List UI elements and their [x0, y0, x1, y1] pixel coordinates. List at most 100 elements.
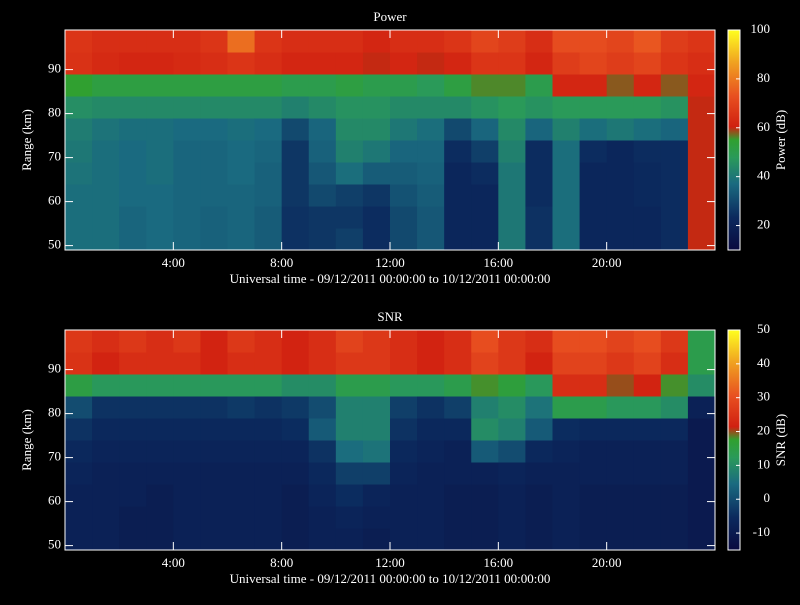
- heatmap-cell: [417, 184, 445, 207]
- heatmap-cell: [661, 374, 689, 397]
- heatmap-cell: [688, 506, 716, 529]
- heatmap-cell: [607, 462, 635, 485]
- heatmap-cell: [444, 528, 472, 551]
- heatmap-cell: [336, 162, 364, 185]
- heatmap-cell: [444, 352, 472, 375]
- heatmap-cell: [173, 418, 201, 441]
- heatmap-cell: [65, 528, 93, 551]
- heatmap-cell: [200, 162, 228, 185]
- heatmap-cell: [390, 506, 418, 529]
- heatmap-cell: [417, 440, 445, 463]
- heatmap-cell: [471, 162, 499, 185]
- heatmap-cell: [200, 418, 228, 441]
- heatmap-cell: [282, 74, 310, 97]
- heatmap-cell: [200, 440, 228, 463]
- heatmap-cell: [471, 528, 499, 551]
- heatmap-cell: [336, 96, 364, 119]
- heatmap-cell: [688, 352, 716, 375]
- heatmap-cell: [363, 96, 391, 119]
- heatmap-cell: [525, 228, 553, 251]
- heatmap-cell: [607, 228, 635, 251]
- heatmap-cell: [255, 206, 283, 229]
- heatmap-cell: [65, 374, 93, 397]
- heatmap-cell: [200, 140, 228, 163]
- heatmap-cell: [553, 30, 581, 53]
- heatmap-cell: [363, 374, 391, 397]
- heatmap-cell: [444, 74, 472, 97]
- colorbar-tick-label: 60: [757, 119, 770, 134]
- heatmap-cell: [119, 228, 147, 251]
- heatmap-cell: [471, 352, 499, 375]
- heatmap-cell: [553, 374, 581, 397]
- heatmap-cell: [580, 140, 608, 163]
- heatmap-cell: [553, 118, 581, 141]
- heatmap-cell: [634, 140, 662, 163]
- heatmap-cell: [417, 484, 445, 507]
- heatmap-cell: [580, 30, 608, 53]
- heatmap-cell: [282, 52, 310, 75]
- heatmap-cell: [92, 162, 120, 185]
- heatmap-cell: [146, 374, 174, 397]
- heatmap-cell: [580, 74, 608, 97]
- heatmap-cell: [309, 52, 337, 75]
- heatmap-cell: [119, 206, 147, 229]
- heatmap-cell: [282, 418, 310, 441]
- heatmap-cell: [65, 118, 93, 141]
- heatmap-cell: [92, 52, 120, 75]
- heatmap-cell: [607, 140, 635, 163]
- heatmap-cell: [255, 184, 283, 207]
- heatmap-cell: [390, 228, 418, 251]
- heatmap-cell: [309, 440, 337, 463]
- heatmap-cell: [255, 118, 283, 141]
- heatmap-cell: [553, 206, 581, 229]
- heatmap-cell: [363, 484, 391, 507]
- heatmap-cell: [228, 506, 256, 529]
- heatmap-cell: [228, 96, 256, 119]
- heatmap-cell: [309, 118, 337, 141]
- heatmap-cell: [607, 52, 635, 75]
- heatmap-cell: [607, 96, 635, 119]
- heatmap-cell: [498, 330, 526, 353]
- heatmap-cell: [607, 506, 635, 529]
- heatmap-cell: [553, 440, 581, 463]
- heatmap-cell: [282, 228, 310, 251]
- heatmap-cell: [634, 96, 662, 119]
- heatmap-cell: [228, 418, 256, 441]
- heatmap-cell: [200, 228, 228, 251]
- x-axis-label: Universal time - 09/12/2011 00:00:00 to …: [230, 271, 551, 286]
- heatmap-cell: [417, 206, 445, 229]
- heatmap-cell: [525, 396, 553, 419]
- heatmap-cell: [92, 462, 120, 485]
- heatmap-cell: [119, 418, 147, 441]
- heatmap-cell: [255, 352, 283, 375]
- heatmap-cell: [525, 418, 553, 441]
- heatmap-cell: [336, 52, 364, 75]
- heatmap-cell: [200, 184, 228, 207]
- heatmap-cell: [119, 506, 147, 529]
- heatmap-cell: [553, 74, 581, 97]
- heatmap-cell: [92, 418, 120, 441]
- heatmap-cell: [200, 118, 228, 141]
- y-tick-label: 90: [48, 361, 61, 376]
- heatmap-cell: [65, 184, 93, 207]
- heatmap-cell: [444, 374, 472, 397]
- heatmap-cell: [553, 418, 581, 441]
- heatmap-cell: [634, 30, 662, 53]
- heatmap-cell: [525, 184, 553, 207]
- y-tick-label: 80: [48, 405, 61, 420]
- heatmap-cell: [65, 396, 93, 419]
- heatmap-cell: [607, 118, 635, 141]
- heatmap-cell: [444, 506, 472, 529]
- chart-title: SNR: [377, 309, 403, 324]
- heatmap-cell: [92, 74, 120, 97]
- heatmap-cell: [92, 30, 120, 53]
- heatmap-cell: [92, 118, 120, 141]
- heatmap-cell: [228, 52, 256, 75]
- heatmap-cell: [228, 206, 256, 229]
- heatmap-cell: [92, 184, 120, 207]
- heatmap-cell: [228, 74, 256, 97]
- heatmap-cell: [471, 418, 499, 441]
- heatmap-cell: [661, 352, 689, 375]
- heatmap-cell: [661, 162, 689, 185]
- heatmap-cell: [580, 162, 608, 185]
